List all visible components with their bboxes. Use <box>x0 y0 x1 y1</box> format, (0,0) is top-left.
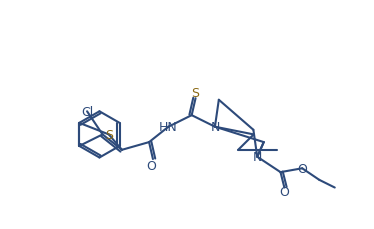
Text: O: O <box>297 162 307 175</box>
Text: Cl: Cl <box>81 105 93 118</box>
Text: N: N <box>252 151 262 164</box>
Text: S: S <box>105 128 113 141</box>
Text: O: O <box>279 185 289 198</box>
Text: N: N <box>210 121 220 134</box>
Text: O: O <box>147 159 156 172</box>
Text: HN: HN <box>159 121 178 134</box>
Text: S: S <box>191 86 200 99</box>
